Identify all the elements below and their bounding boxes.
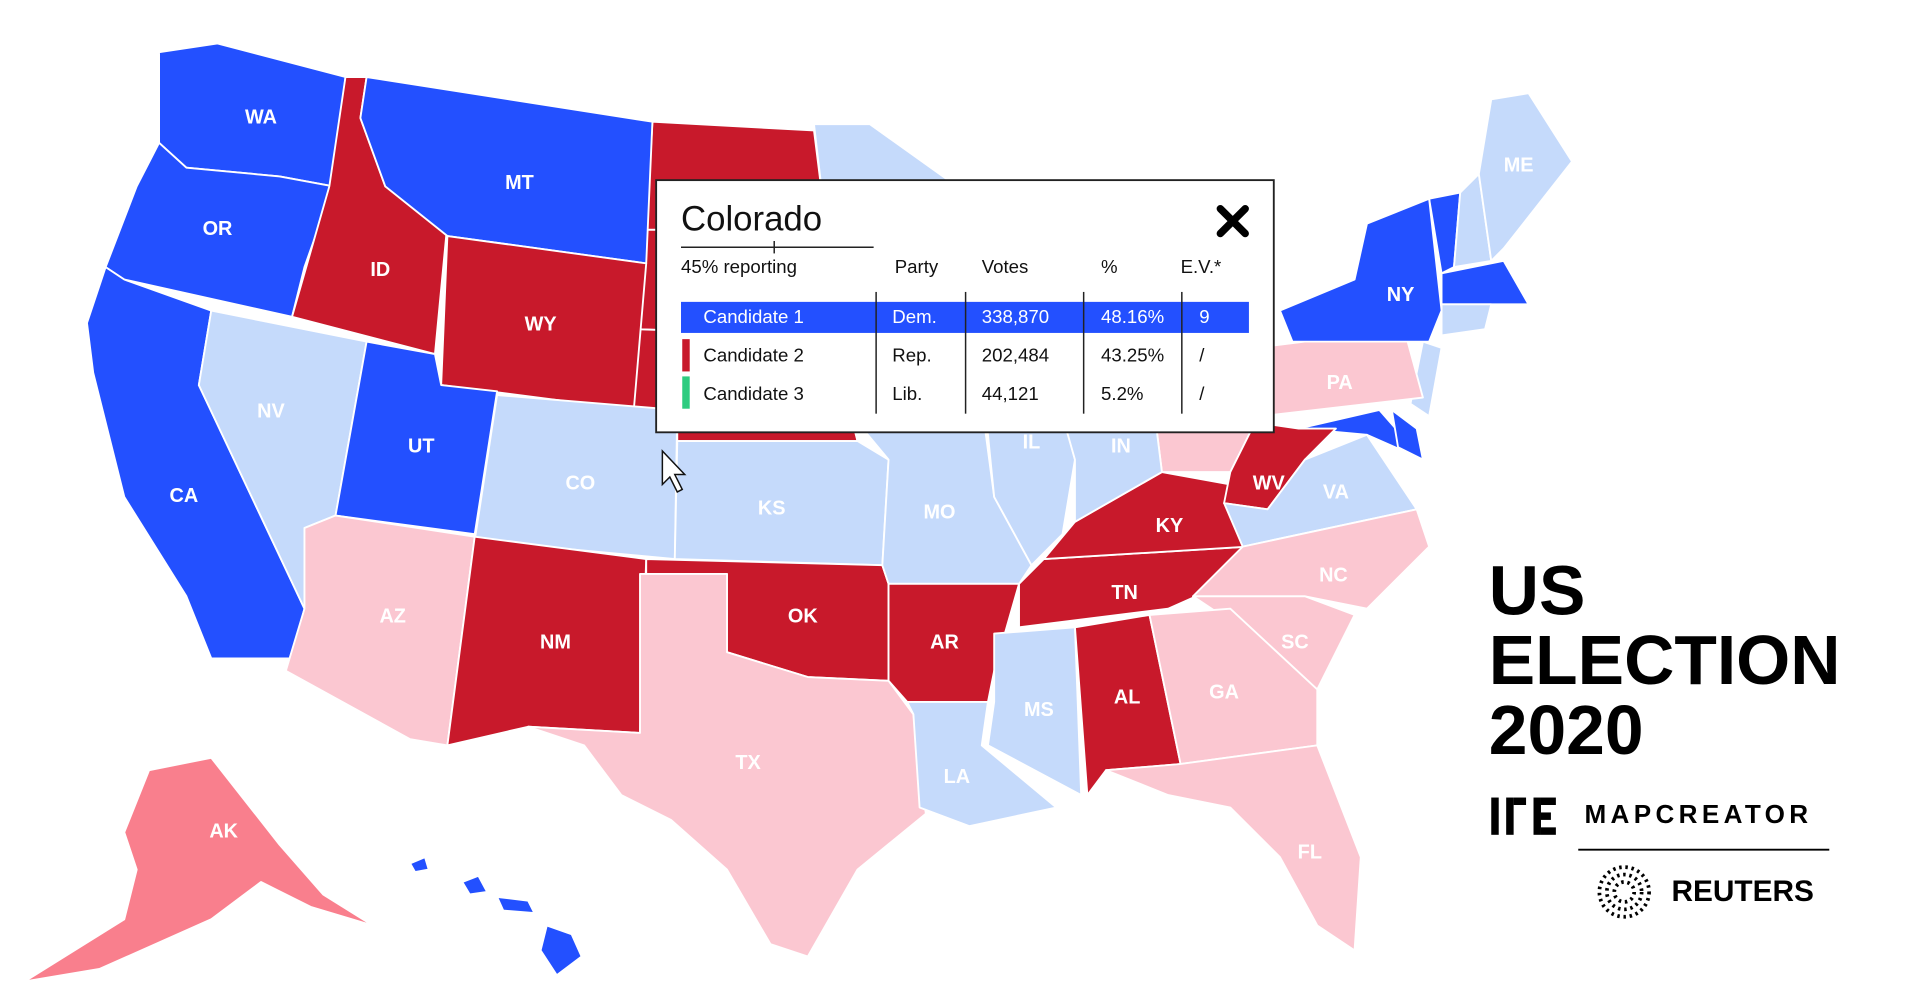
state-ct (1440, 303, 1493, 337)
state-labels: WA OR CA NV ID MT WY UT CO AZ NM KS OK TX MO AR LA MS AL TN… (170, 106, 1534, 863)
cell-party: Lib. (892, 383, 922, 404)
state-label: PA (1327, 372, 1353, 394)
state-label: TN (1111, 582, 1137, 604)
state-hi (539, 924, 583, 977)
state-hi (496, 895, 536, 915)
state-ma (1440, 259, 1530, 306)
popup: Colorado 45% reporting Party Votes % E.V… (655, 179, 1275, 434)
cell-ev: 9 (1199, 306, 1209, 327)
state-label: ME (1504, 155, 1534, 177)
party-chip (682, 376, 690, 409)
col-header: % (1101, 256, 1118, 277)
state (527, 572, 927, 958)
state (284, 514, 476, 747)
labelled-states: WA OR CA NV ID MT WY UT CO AZ NM KS OK TX MO AR LA MS AL TN… (23, 42, 1573, 983)
cell-ev: / (1199, 344, 1205, 365)
state-hi (461, 874, 489, 896)
state-label: KS (758, 498, 786, 520)
state-label: AK (209, 821, 238, 843)
popup-rows: Candidate 1 Dem. 338,870 48.16% 9 Candidate 2… (703, 306, 1209, 404)
state-label: NV (257, 401, 285, 423)
state-label: WA (245, 106, 277, 128)
state-label: OK (788, 606, 818, 628)
state (23, 756, 374, 983)
state-label: OR (203, 218, 233, 240)
state-label: CA (170, 485, 199, 507)
state-label: UT (408, 435, 434, 457)
state-label: NM (540, 632, 571, 654)
state-label: CO (565, 473, 595, 495)
col-header: Votes (982, 256, 1029, 277)
cell-party: Dem. (892, 306, 937, 327)
state-label: GA (1209, 681, 1239, 703)
state-label: IN (1111, 435, 1131, 457)
cell-votes: 338,870 (982, 306, 1049, 327)
brand-title: ELECTION (1489, 621, 1841, 699)
state-label: NC (1319, 565, 1348, 587)
state-label: AZ (379, 606, 405, 628)
cell-candidate: Candidate 3 (703, 383, 803, 404)
state (987, 626, 1083, 796)
state-label: MS (1024, 699, 1054, 721)
state-label: KY (1156, 515, 1184, 537)
state-hi (409, 856, 430, 874)
state-label: NY (1387, 284, 1415, 306)
cell-percent: 43.25% (1101, 344, 1164, 365)
state-label: LA (944, 766, 970, 788)
state (906, 700, 1058, 828)
cell-percent: 5.2% (1101, 383, 1143, 404)
cursor (661, 449, 687, 493)
reuters: REUTERS (1671, 875, 1813, 908)
party-chip (682, 339, 690, 372)
state (1042, 471, 1250, 560)
cell-percent: 48.16% (1101, 306, 1164, 327)
mapcreator: MAPCREATOR (1584, 799, 1812, 829)
state (1477, 92, 1573, 262)
state-label: SC (1281, 632, 1309, 654)
cell-party: Rep. (892, 344, 931, 365)
popup-title: Colorado (681, 200, 822, 238)
cell-votes: 202,484 (982, 344, 1049, 365)
state-de (1390, 409, 1424, 461)
state-label: FL (1298, 842, 1322, 864)
state-label: MT (505, 172, 534, 194)
state (86, 266, 306, 660)
state-label: AR (930, 632, 959, 654)
brand-title: US (1489, 552, 1586, 630)
state (1148, 607, 1319, 765)
close-button[interactable] (1216, 204, 1249, 238)
cell-candidate: Candidate 2 (703, 344, 803, 365)
state-label: WY (525, 314, 557, 336)
brand-title: 2020 (1489, 691, 1644, 769)
state-label: MO (923, 501, 955, 523)
col-header: E.V.* (1181, 256, 1222, 277)
state-label: IL (1023, 432, 1041, 454)
mapcreator-logo (1491, 797, 1556, 835)
state (1105, 744, 1362, 952)
state-label: AL (1114, 686, 1140, 708)
cell-ev: / (1199, 383, 1205, 404)
state-label: WV (1253, 473, 1286, 495)
state-label: TX (735, 752, 761, 774)
col-header: Party (895, 256, 939, 277)
state (1279, 197, 1443, 343)
state-label: VA (1323, 481, 1349, 503)
reporting: 45% reporting (681, 256, 797, 277)
cell-candidate: Candidate 1 (703, 306, 803, 327)
cell-votes: 44,121 (982, 383, 1039, 404)
reuters-logo (1597, 865, 1651, 919)
state-label: ID (370, 259, 390, 281)
branding: US ELECTION 2020 MAPCREATOR REUTERS (1489, 552, 1841, 919)
